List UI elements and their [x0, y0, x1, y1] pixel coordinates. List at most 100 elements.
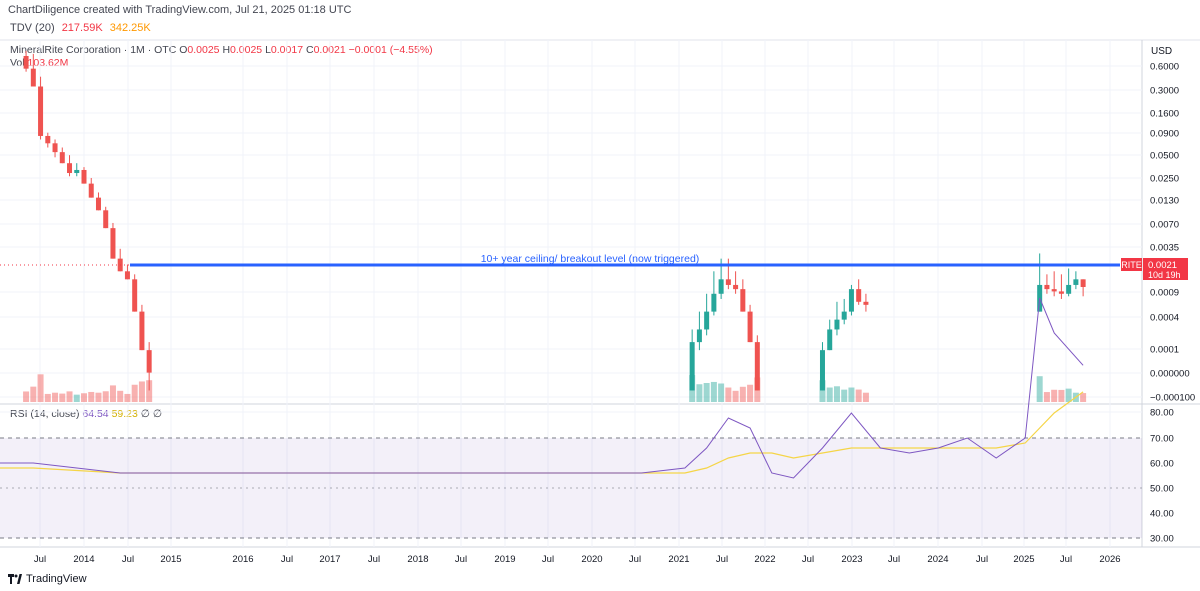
price-marker-countdown: 10d 19h	[1148, 270, 1181, 280]
rsi-line	[0, 297, 1084, 479]
candle-body	[834, 319, 840, 330]
breakout-annotation[interactable]: 10+ year ceiling/ breakout level (now tr…	[481, 253, 700, 265]
high-value: 0.0025	[230, 44, 263, 56]
rsi-ma-value: 59.23	[111, 408, 138, 420]
candle-body	[81, 169, 87, 184]
time-tick-label: Jul	[455, 554, 467, 565]
time-tick-label: Jul	[542, 554, 554, 565]
tradingview-logo[interactable]: TradingView	[8, 573, 87, 585]
volume-bar	[1051, 389, 1058, 402]
currency-label[interactable]: USD	[1151, 46, 1173, 57]
volume-bar	[146, 380, 153, 402]
tradingview-icon	[8, 574, 22, 584]
rsi-legend[interactable]: RSI (14, close) 64.54 59.23 ∅ ∅	[10, 408, 162, 420]
rsi-tick-label: 50.00	[1150, 484, 1174, 495]
volume-bar	[1080, 393, 1087, 402]
rsi-value: 64.54	[82, 408, 109, 420]
symbol-marker	[1121, 258, 1142, 271]
volume-bar	[718, 383, 725, 402]
time-tick-label: 2026	[1099, 554, 1120, 565]
time-tick-label: Jul	[368, 554, 380, 565]
rsi-tick-label: 80.00	[1150, 408, 1174, 419]
candle-body	[740, 289, 746, 312]
high-label: H	[222, 44, 231, 56]
change-value: −0.0001 (−4.55%)	[348, 44, 433, 56]
volume-bar	[37, 374, 44, 402]
candle-body	[856, 289, 862, 302]
open-value: 0.0025	[187, 44, 220, 56]
open-label: O	[179, 44, 188, 56]
rsi-tick-label: 70.00	[1150, 434, 1174, 445]
volume-bar	[826, 387, 833, 402]
candlesticks	[23, 50, 1086, 391]
tdv-indicator-legend[interactable]: TDV (20) 217.59K 342.25K	[10, 22, 151, 34]
price-tick-label: 0.0004	[1150, 313, 1179, 324]
volume-bar	[1036, 376, 1043, 402]
volume-bar	[848, 387, 855, 402]
time-tick-label: Jul	[976, 554, 988, 565]
candle-body	[146, 350, 152, 373]
time-tick-label: Jul	[716, 554, 728, 565]
volume-bar	[732, 390, 739, 402]
price-tick-label: 0.0130	[1150, 196, 1179, 207]
volume-bar	[703, 382, 710, 402]
time-tick-label: Jul	[1060, 554, 1072, 565]
candle-body	[110, 228, 116, 259]
volume-bar	[73, 394, 80, 402]
candle-body	[23, 56, 29, 69]
candle-body	[132, 279, 138, 312]
volume-bar	[88, 391, 95, 402]
volume-bar	[833, 386, 840, 402]
candle-body	[45, 135, 51, 144]
candle-body	[718, 279, 724, 294]
candle-body	[689, 342, 695, 391]
volume-bar	[117, 390, 124, 402]
price-tick-label: 0.6000	[1150, 62, 1179, 73]
symbol-name: MineralRite Corporation · 1M · OTC	[10, 44, 177, 56]
time-axis[interactable]: Jul 2014 Jul 2015 2016 Jul 2017 Jul 2018 Jul 2019 J…	[34, 554, 1121, 565]
volume-bar	[1065, 388, 1072, 402]
volume-bar	[66, 391, 73, 402]
volume-bar	[59, 393, 66, 402]
volume-bar	[124, 393, 131, 402]
time-tick-label: 2024	[927, 554, 948, 565]
volume-bar	[95, 392, 102, 402]
volume-bar	[739, 386, 746, 402]
volume-bar	[747, 384, 754, 402]
volume-bar	[819, 380, 826, 402]
rsi-null-2: ∅	[152, 408, 163, 420]
candle-body	[754, 342, 760, 391]
low-label: L	[265, 44, 271, 56]
candle-body	[696, 329, 702, 343]
candle-body	[747, 311, 753, 343]
volume-bar	[1058, 389, 1065, 402]
price-axis[interactable]: 0.6000 0.3000 0.1600 0.0900 0.0500 0.0250 0.01…	[1150, 62, 1195, 404]
candle-body	[711, 293, 717, 312]
price-tick-label: 0.000000	[1150, 369, 1190, 380]
candle-body	[30, 68, 36, 87]
price-tick-label: 0.0900	[1150, 129, 1179, 140]
time-tick-label: Jul	[34, 554, 46, 565]
candle-body	[827, 329, 833, 351]
price-marker-value: 0.0021	[1148, 260, 1177, 271]
price-tick-label: 0.0001	[1150, 345, 1179, 356]
time-tick-label: 2016	[232, 554, 253, 565]
price-tick-label: 0.0009	[1150, 288, 1179, 299]
time-tick-label: Jul	[802, 554, 814, 565]
rsi-axis[interactable]: 80.00 70.00 60.00 50.00 40.00 30.00	[1150, 408, 1174, 545]
volume-bar	[44, 393, 51, 402]
symbol-marker-label: RITE	[1121, 260, 1142, 270]
volume-bar	[862, 392, 869, 402]
volume-bar	[102, 391, 109, 402]
candle-body	[38, 86, 44, 136]
rsi-tick-label: 30.00	[1150, 534, 1174, 545]
time-tick-label: 2014	[73, 554, 94, 565]
candle-body	[139, 311, 145, 351]
tdv-label: TDV (20)	[10, 22, 55, 34]
time-tick-label: Jul	[888, 554, 900, 565]
price-marker	[1143, 258, 1188, 280]
candle-body	[725, 279, 731, 285]
price-tick-label: −0.000100	[1150, 393, 1195, 404]
candle-body	[1073, 279, 1079, 285]
